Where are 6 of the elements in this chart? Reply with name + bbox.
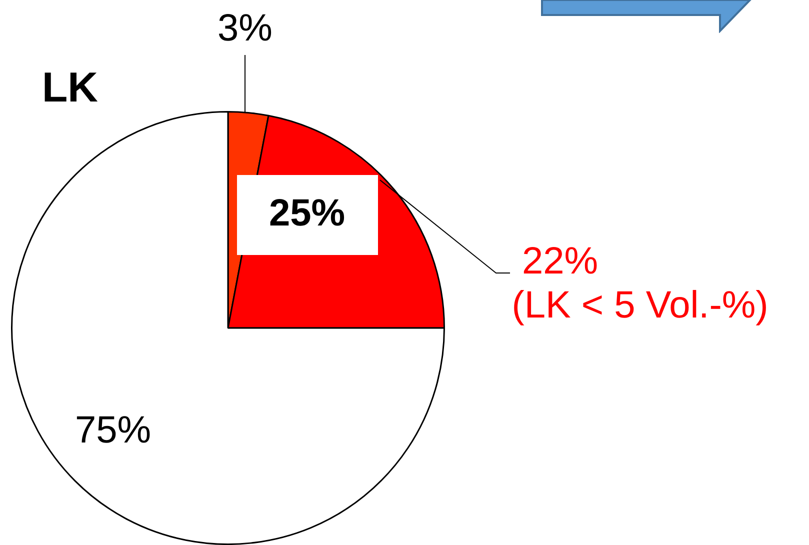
data-label: 75% — [74, 409, 152, 452]
text: 25% — [268, 192, 346, 234]
text: (LK < 5 Vol.-%) — [512, 284, 768, 326]
data-label: 3% — [218, 7, 272, 50]
data-label: 22% — [522, 240, 598, 282]
text: LK — [42, 64, 98, 111]
